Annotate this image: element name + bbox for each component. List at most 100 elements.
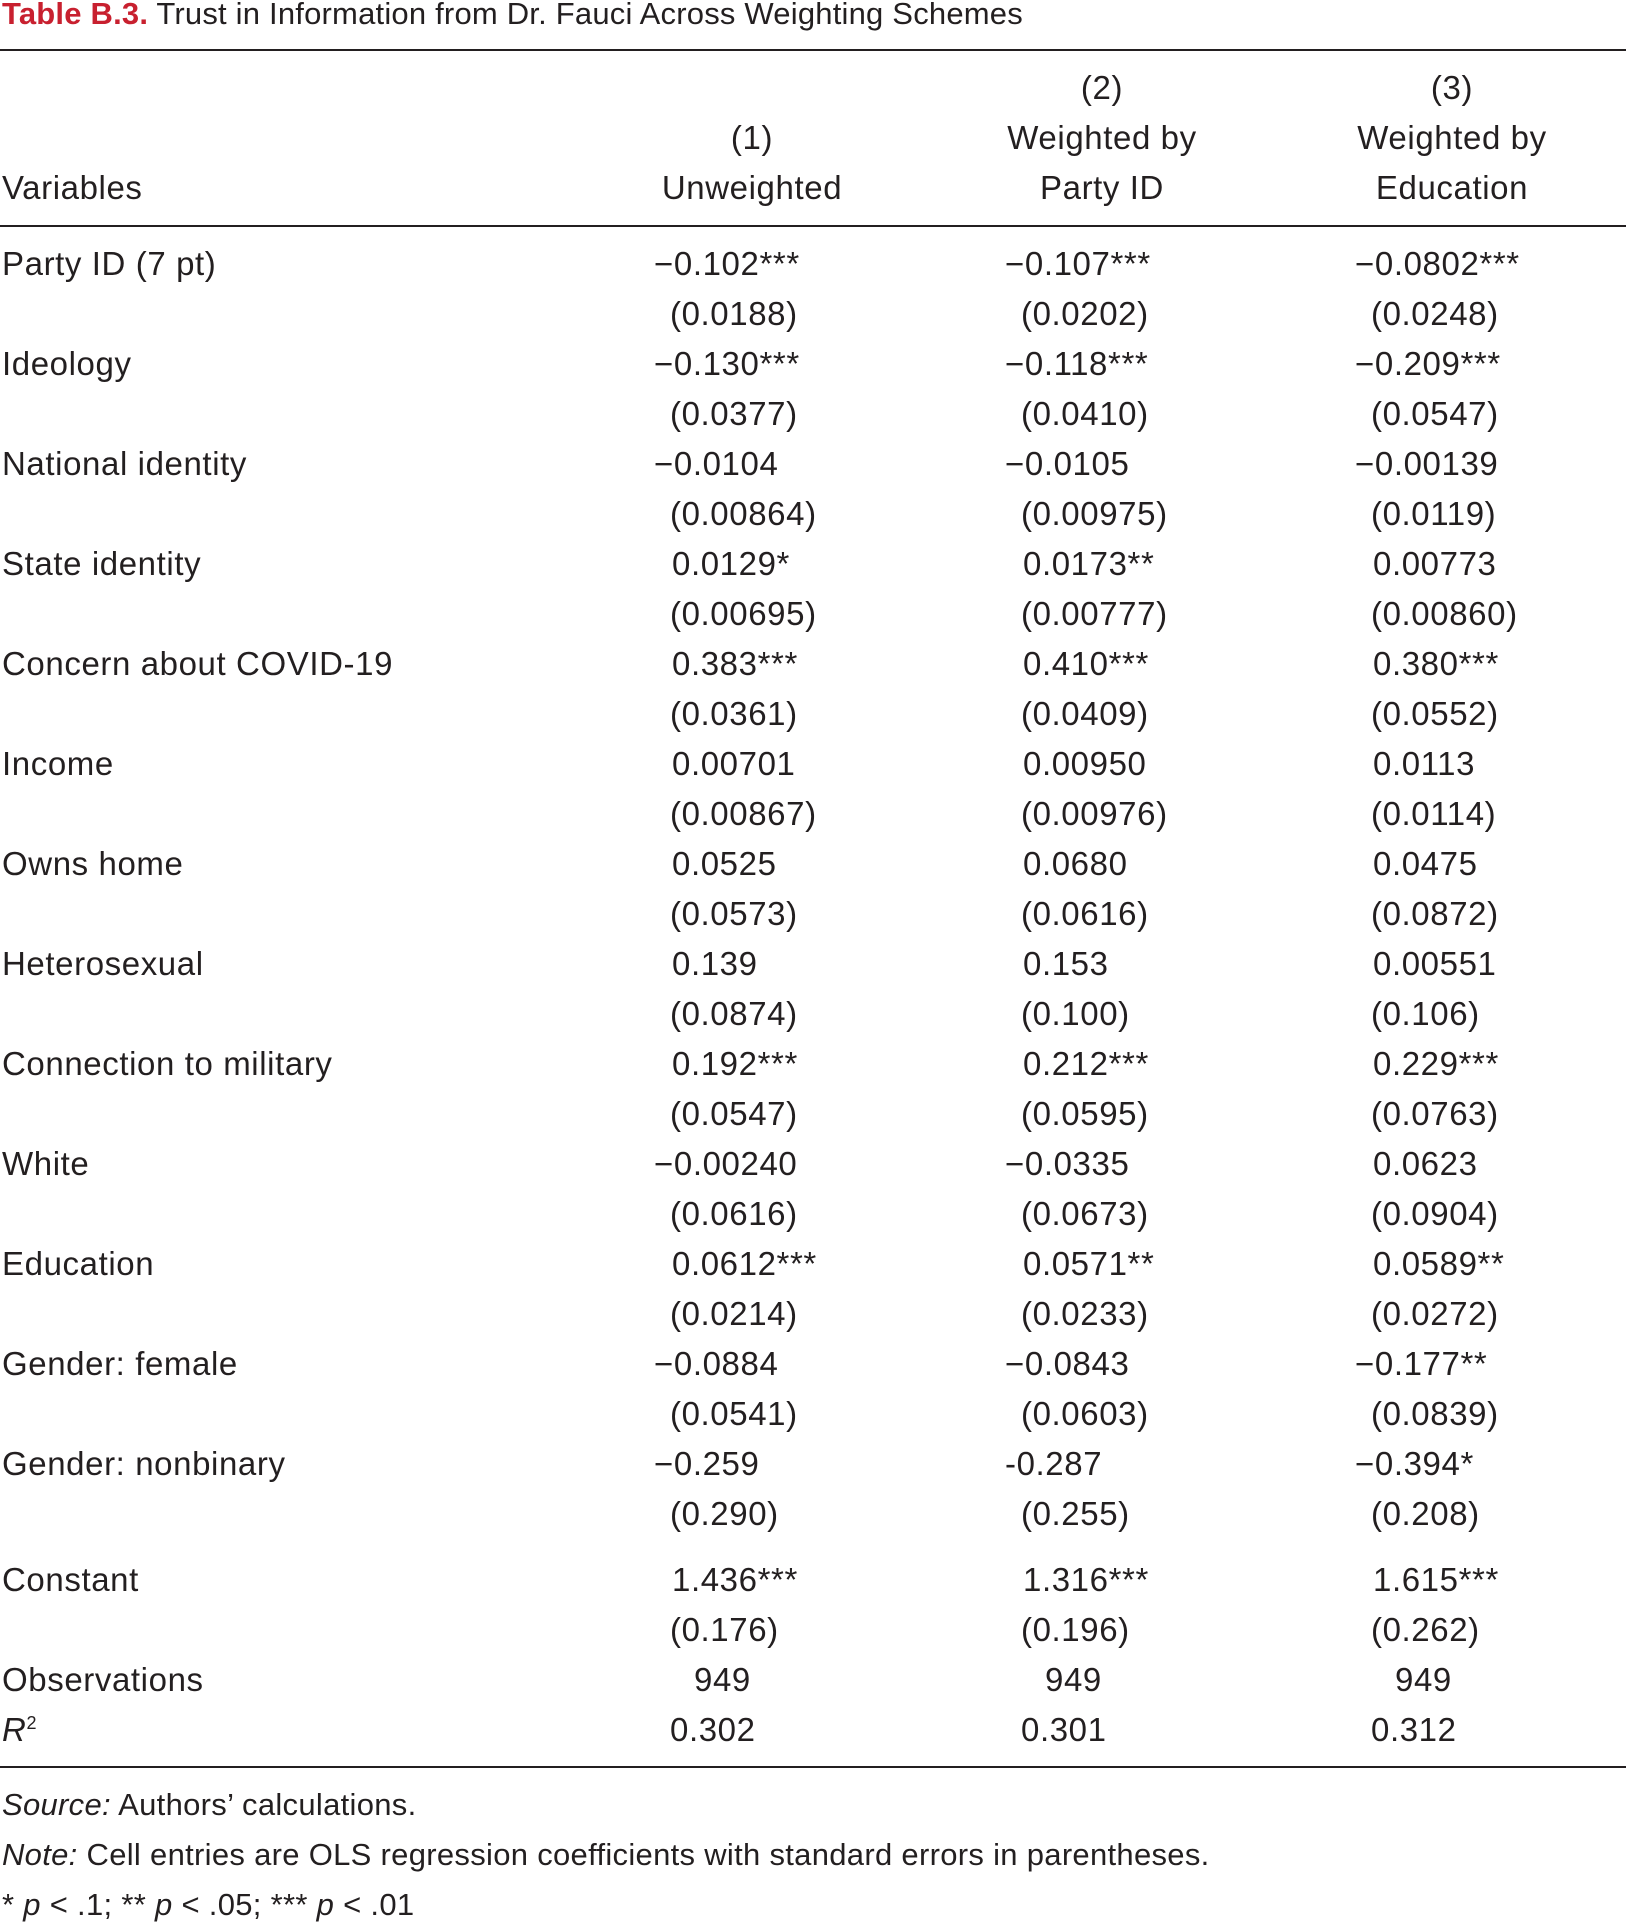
std-error-cell: (0.255) <box>1021 1495 1130 1532</box>
coefficient-cell: -0.287 <box>1005 1445 1103 1482</box>
row-label: Constant <box>2 1561 139 1598</box>
r-squared-label: R2 <box>2 1710 37 1750</box>
table-note: Note: Cell entries are OLS regression co… <box>2 1835 1210 1875</box>
std-error-cell: (0.0673) <box>1021 1195 1149 1232</box>
coefficient-cell: 1.615*** <box>1373 1561 1499 1598</box>
sig-3-p: p <box>316 1887 335 1922</box>
std-error-cell: (0.00860) <box>1371 595 1518 632</box>
std-error-cell: (0.176) <box>670 1611 779 1648</box>
note-label: Note: <box>2 1837 78 1872</box>
coefficient-cell: 0.0680 <box>1023 845 1128 882</box>
coefficient-cell: −0.0335 <box>1005 1145 1130 1182</box>
coefficient-cell: −0.0884 <box>654 1345 779 1382</box>
row-label: Income <box>2 745 114 782</box>
std-error-cell: (0.0573) <box>670 895 798 932</box>
coefficient-cell: 1.316*** <box>1023 1561 1149 1598</box>
coefficient-cell: −0.394* <box>1355 1445 1474 1482</box>
r-squared-cell: 0.301 <box>1021 1711 1107 1748</box>
std-error-cell: (0.0763) <box>1371 1095 1499 1132</box>
coefficient-cell: 0.00773 <box>1373 545 1497 582</box>
std-error-cell: (0.0872) <box>1371 895 1499 932</box>
header-col1-num: (1) <box>730 119 774 156</box>
row-label: National identity <box>2 445 248 482</box>
std-error-cell: (0.00695) <box>670 595 817 632</box>
coefficient-cell: 0.0571** <box>1023 1245 1155 1282</box>
coefficient-cell: −0.0105 <box>1005 445 1130 482</box>
coefficient-cell: −0.0104 <box>654 445 779 482</box>
std-error-cell: (0.0552) <box>1371 695 1499 732</box>
table-title: Table B.3. Trust in Information from Dr.… <box>2 0 1023 34</box>
std-error-cell: (0.0233) <box>1021 1295 1149 1332</box>
r-squared-superscript: 2 <box>26 1713 38 1733</box>
coefficient-cell: −0.0802*** <box>1355 245 1520 282</box>
r-squared-cell: 0.302 <box>670 1711 756 1748</box>
header-variables: Variables <box>2 169 143 206</box>
source-label: Source: <box>2 1787 111 1822</box>
std-error-cell: (0.0616) <box>670 1195 798 1232</box>
row-label: Heterosexual <box>2 945 204 982</box>
row-label: Owns home <box>2 845 184 882</box>
std-error-cell: (0.00864) <box>670 495 817 532</box>
header-col3-line2: Education <box>1375 169 1529 206</box>
std-error-cell: (0.0616) <box>1021 895 1149 932</box>
std-error-cell: (0.0904) <box>1371 1195 1499 1232</box>
sig-1-text: < .1; <box>40 1887 122 1922</box>
std-error-cell: (0.0114) <box>1371 795 1497 832</box>
coefficient-cell: 0.0525 <box>672 845 777 882</box>
std-error-cell: (0.0410) <box>1021 395 1149 432</box>
std-error-cell: (0.0541) <box>670 1395 798 1432</box>
std-error-cell: (0.0874) <box>670 995 798 1032</box>
row-label: State identity <box>2 545 202 582</box>
sig-2-text: < .05; <box>172 1887 271 1922</box>
row-label: White <box>2 1145 90 1182</box>
std-error-cell: (0.0377) <box>670 395 798 432</box>
std-error-cell: (0.208) <box>1371 1495 1480 1532</box>
coefficient-cell: 0.0623 <box>1373 1145 1478 1182</box>
std-error-cell: (0.106) <box>1371 995 1480 1032</box>
std-error-cell: (0.0188) <box>670 295 798 332</box>
sig-1-stars: * <box>2 1887 24 1922</box>
coefficient-cell: 0.139 <box>672 945 758 982</box>
coefficient-cell: 0.00701 <box>672 745 796 782</box>
coefficient-cell: 1.436*** <box>672 1561 798 1598</box>
observations-cell: 949 <box>1395 1661 1452 1698</box>
header-col3-line1: Weighted by <box>1357 119 1547 156</box>
coefficient-cell: −0.177** <box>1355 1345 1488 1382</box>
observations-cell: 949 <box>1045 1661 1102 1698</box>
coefficient-cell: 0.0129* <box>672 545 790 582</box>
std-error-cell: (0.00976) <box>1021 795 1168 832</box>
coefficient-cell: 0.00551 <box>1373 945 1497 982</box>
coefficient-cell: 0.153 <box>1023 945 1109 982</box>
std-error-cell: (0.0361) <box>670 695 798 732</box>
coefficient-cell: −0.209*** <box>1355 345 1501 382</box>
coefficient-cell: 0.410*** <box>1023 645 1149 682</box>
row-label: Concern about COVID-19 <box>2 645 394 682</box>
header-col3-num: (3) <box>1430 69 1474 106</box>
coefficient-cell: 0.0612*** <box>672 1245 817 1282</box>
coefficient-cell: −0.118*** <box>1005 345 1149 382</box>
coefficient-cell: 0.00950 <box>1023 745 1147 782</box>
std-error-cell: (0.0409) <box>1021 695 1149 732</box>
coefficient-cell: −0.00240 <box>654 1145 798 1182</box>
std-error-cell: (0.0272) <box>1371 1295 1499 1332</box>
coefficient-cell: 0.212*** <box>1023 1045 1149 1082</box>
r-squared-letter: R <box>2 1711 27 1748</box>
std-error-cell: (0.100) <box>1021 995 1130 1032</box>
bottom-rule <box>0 1766 1626 1768</box>
table-title-text: Trust in Information from Dr. Fauci Acro… <box>156 0 1023 31</box>
source-note: Source: Authors’ calculations. <box>2 1785 417 1825</box>
std-error-cell: (0.262) <box>1371 1611 1480 1648</box>
table-label: Table B.3. <box>2 0 149 31</box>
note-text: Cell entries are OLS regression coeffici… <box>77 1837 1210 1872</box>
std-error-cell: (0.0603) <box>1021 1395 1149 1432</box>
std-error-cell: (0.0595) <box>1021 1095 1149 1132</box>
coefficient-cell: 0.383*** <box>672 645 798 682</box>
std-error-cell: (0.0547) <box>670 1095 798 1132</box>
header-col1-line1: Unweighted <box>661 169 843 206</box>
std-error-cell: (0.0839) <box>1371 1395 1499 1432</box>
std-error-cell: (0.00867) <box>670 795 817 832</box>
std-error-cell: (0.290) <box>670 1495 779 1532</box>
row-label: Gender: female <box>2 1345 238 1382</box>
sig-2-p: p <box>155 1887 173 1922</box>
coefficient-cell: −0.130*** <box>654 345 800 382</box>
